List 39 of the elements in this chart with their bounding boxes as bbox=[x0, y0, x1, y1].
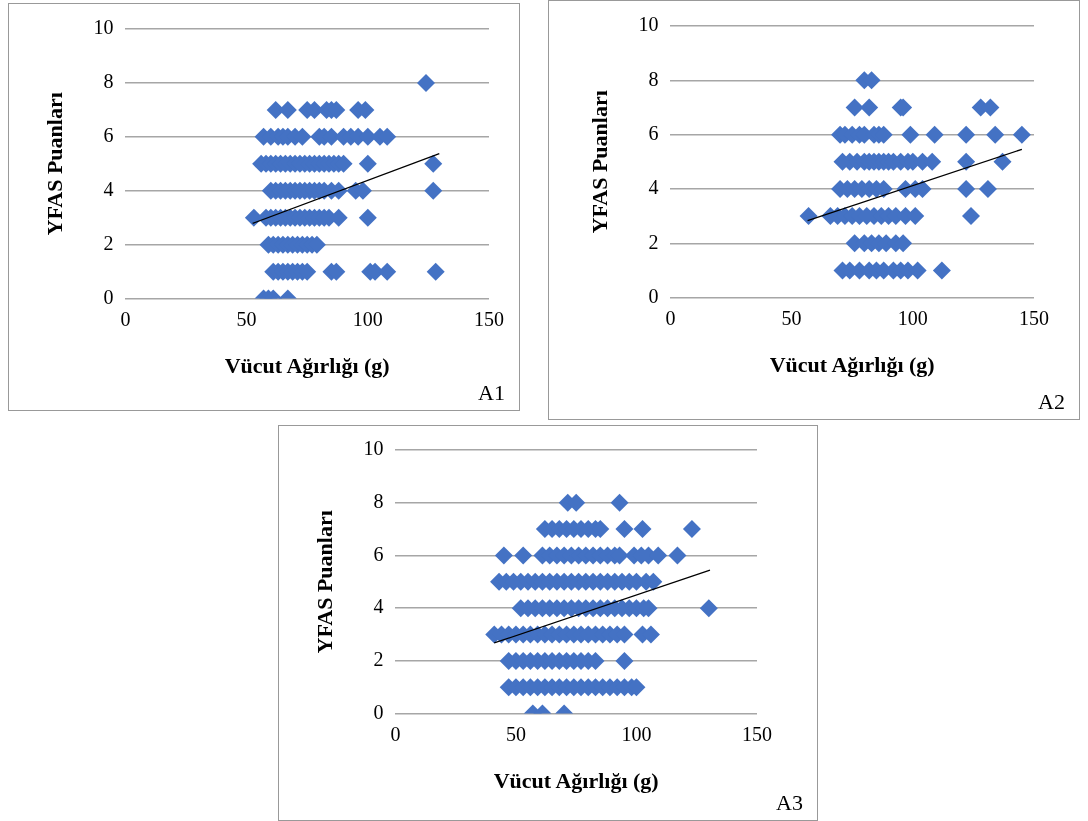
y-tick-label: 10 bbox=[363, 437, 384, 460]
y-tick-label: 0 bbox=[373, 700, 384, 723]
y-tick-label: 8 bbox=[103, 70, 114, 93]
text: A3 bbox=[776, 790, 803, 816]
x-tick-label: 150 bbox=[474, 307, 504, 330]
x-tick-label: 0 bbox=[665, 306, 676, 329]
y-tick-label: 2 bbox=[648, 230, 659, 253]
y-tick-label: 4 bbox=[648, 176, 659, 199]
y-tick-label: 10 bbox=[638, 13, 659, 36]
x-tick-label: 100 bbox=[897, 306, 928, 329]
x-tick-label: 50 bbox=[505, 722, 526, 745]
y-tick-label: 4 bbox=[103, 178, 114, 201]
x-tick-label: 150 bbox=[1019, 306, 1049, 329]
text: A2 bbox=[1038, 389, 1065, 415]
y-tick-label: 6 bbox=[373, 542, 384, 565]
y-tick-label: 8 bbox=[648, 67, 659, 90]
x-tick-label: 0 bbox=[390, 722, 401, 745]
x-tick-label: 50 bbox=[781, 306, 802, 329]
y-tick-label: 2 bbox=[373, 648, 384, 671]
y-axis-title: YFAS Puanları bbox=[41, 92, 67, 236]
y-tick-label: 0 bbox=[648, 284, 659, 307]
text: A1 bbox=[478, 380, 505, 406]
x-axis-title: Vücut Ağırlığı (g) bbox=[493, 768, 659, 794]
x-tick-label: 150 bbox=[742, 722, 772, 745]
x-tick-label: 50 bbox=[236, 307, 257, 330]
x-axis-title: Vücut Ağırlığı (g) bbox=[769, 352, 935, 378]
x-tick-label: 0 bbox=[120, 307, 131, 330]
x-tick-label: 100 bbox=[621, 722, 652, 745]
y-tick-label: 0 bbox=[103, 285, 114, 308]
y-axis-title: YFAS Puanları bbox=[311, 510, 337, 654]
y-tick-label: 2 bbox=[103, 231, 114, 254]
y-tick-label: 10 bbox=[93, 16, 114, 39]
x-tick-label: 100 bbox=[352, 307, 383, 330]
x-axis-title: Vücut Ağırlığı (g) bbox=[224, 353, 390, 379]
y-tick-label: 6 bbox=[103, 124, 114, 147]
y-tick-label: 8 bbox=[373, 489, 384, 512]
y-tick-label: 6 bbox=[648, 121, 659, 144]
y-axis-title: YFAS Puanları bbox=[586, 90, 612, 234]
y-tick-label: 4 bbox=[373, 595, 384, 618]
